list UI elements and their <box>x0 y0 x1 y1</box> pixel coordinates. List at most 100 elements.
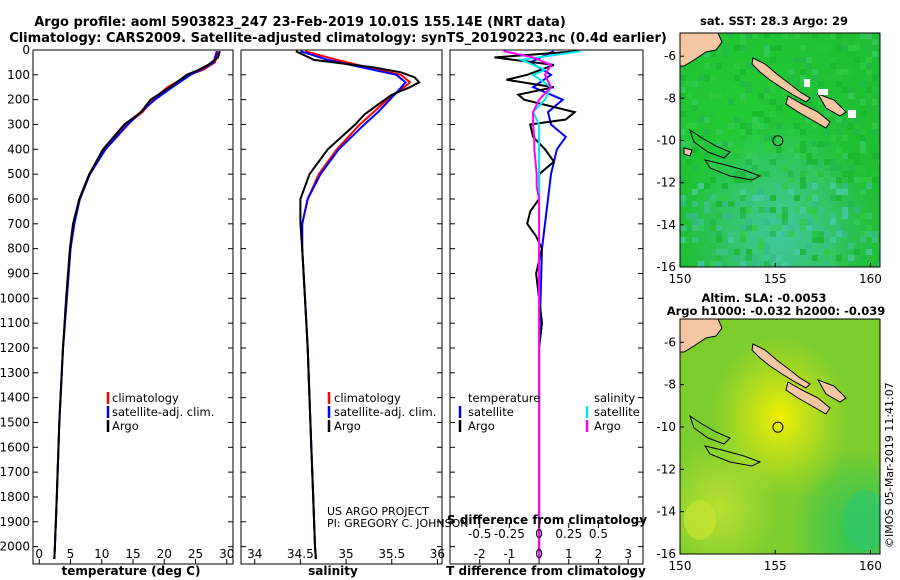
sst-pixel <box>842 87 848 93</box>
x-tick-label: -1 <box>503 547 515 561</box>
png-coast <box>680 33 723 67</box>
sst-pixel <box>716 63 722 69</box>
sst-pixel <box>872 153 878 159</box>
sst-pixel <box>758 189 764 195</box>
series-argo <box>53 50 221 560</box>
sst-pixel <box>878 153 880 159</box>
map-lat-label: -6 <box>664 49 676 63</box>
sst-pixel <box>830 177 836 183</box>
sst-pixel <box>806 153 812 159</box>
sst-pixel <box>860 231 866 237</box>
sst-pixel <box>800 183 806 189</box>
sst-pixel <box>878 261 880 267</box>
sst-pixel-texture <box>680 33 880 267</box>
x-tick-label: 0.25 <box>555 527 582 541</box>
sst-pixel <box>860 129 866 135</box>
sst-pixel <box>860 255 866 261</box>
sst-pixel <box>758 243 764 249</box>
sst-pixel <box>788 129 794 135</box>
sst-pixel <box>704 63 710 69</box>
sst-pixel <box>734 45 740 51</box>
sst-pixel <box>704 117 710 123</box>
sst-pixel <box>794 195 800 201</box>
pressure-tick-label: 300 <box>7 117 30 131</box>
sst-pixel <box>764 219 770 225</box>
x-tick-label: 35 <box>338 547 353 561</box>
sst-pixel <box>812 189 818 195</box>
sst-pixel <box>740 33 746 39</box>
sst-pixel <box>848 171 854 177</box>
sst-pixel <box>728 237 734 243</box>
sst-pixel <box>812 207 818 213</box>
sst-pixel <box>776 147 782 153</box>
sst-pixel <box>764 129 770 135</box>
sst-pixel <box>800 249 806 255</box>
sst-pixel <box>740 213 746 219</box>
sst-pixel <box>800 57 806 63</box>
sst-pixel <box>770 99 776 105</box>
sst-pixel <box>836 255 842 261</box>
sst-pixel <box>854 117 860 123</box>
sst-pixel <box>740 177 746 183</box>
png-land <box>680 33 722 66</box>
sst-pixel <box>848 201 854 207</box>
sst-map-frame <box>679 32 881 268</box>
sst-pixel <box>686 141 692 147</box>
sst-pixel <box>734 201 740 207</box>
sst-pixel <box>800 171 806 177</box>
sst-pixel <box>794 249 800 255</box>
sst-pixel <box>878 249 880 255</box>
imos-watermark: ©IMOS 05-Mar-2019 11:41:07 <box>883 382 896 548</box>
sst-pixel <box>788 231 794 237</box>
sst-pixel <box>752 255 758 261</box>
sst-pixel <box>860 63 866 69</box>
sst-pixel <box>800 81 806 87</box>
sst-pixel <box>806 207 812 213</box>
sst-pixel <box>770 207 776 213</box>
sst-pixel <box>818 225 824 231</box>
sst-pixel <box>854 39 860 45</box>
sst-pixel <box>836 153 842 159</box>
sst-pixel <box>764 261 770 267</box>
sst-pixel <box>854 153 860 159</box>
sla-map <box>680 319 880 554</box>
missing-data-cell <box>848 110 856 118</box>
sst-pixel <box>848 69 854 75</box>
sst-pixel <box>866 183 872 189</box>
sst-pixel <box>752 111 758 117</box>
sst-pixel <box>758 237 764 243</box>
sst-pixel <box>758 111 764 117</box>
sst-pixel <box>764 93 770 99</box>
x-tick-label: 25 <box>188 547 203 561</box>
sst-pixel <box>812 183 818 189</box>
sst-pixel <box>866 231 872 237</box>
sst-pixel <box>704 183 710 189</box>
sst-pixel <box>692 81 698 87</box>
sst-pixel <box>836 75 842 81</box>
sst-pixel <box>680 159 686 165</box>
sst-pixel <box>680 195 686 201</box>
sst-pixel <box>698 141 704 147</box>
sst-pixel <box>698 87 704 93</box>
sst-pixel <box>830 123 836 129</box>
temperature-panel-frame <box>32 49 234 565</box>
sst-pixel <box>872 51 878 57</box>
difference-legend: temperature satellite Argo salinity sate… <box>458 391 640 433</box>
sst-pixel <box>782 171 788 177</box>
sst-pixel <box>812 195 818 201</box>
sst-pixel <box>860 135 866 141</box>
pressure-tick-label: 400 <box>7 142 30 156</box>
map-lon-label: 155 <box>764 272 787 286</box>
pressure-tick-label: 500 <box>7 167 30 181</box>
sst-pixel <box>878 39 880 45</box>
sst-pixel <box>752 165 758 171</box>
sst-pixel <box>752 225 758 231</box>
sst-pixel <box>758 129 764 135</box>
sst-pixel <box>872 87 878 93</box>
sst-pixel <box>710 51 716 57</box>
sst-pixel <box>758 249 764 255</box>
sst-pixel <box>770 81 776 87</box>
sst-pixel <box>680 75 686 81</box>
png-land <box>680 319 722 352</box>
series-climatology <box>53 50 220 560</box>
